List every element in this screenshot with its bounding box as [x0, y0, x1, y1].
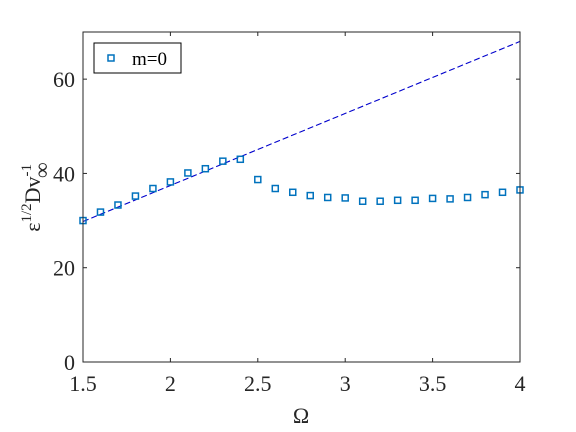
x-tick-label: 3 — [340, 371, 351, 396]
x-tick-label: 3.5 — [419, 371, 447, 396]
y-axis-ticks: 0 20 40 60 — [53, 67, 520, 375]
data-point — [201, 164, 210, 173]
plot-frame — [82, 31, 521, 363]
data-point — [481, 190, 489, 199]
data-point — [271, 184, 280, 193]
data-point — [428, 194, 437, 203]
data-point — [498, 188, 507, 197]
data-points-layer — [79, 155, 524, 225]
data-point — [323, 193, 332, 202]
data-point — [254, 175, 262, 184]
data-point — [166, 178, 175, 186]
x-axis-ticks: 1.5 2 2.5 3 3.5 4 — [69, 32, 526, 396]
reference-line — [82, 40, 521, 223]
legend-marker — [107, 54, 115, 62]
x-tick-label: 4 — [515, 371, 526, 396]
data-point — [358, 197, 367, 205]
y-tick-label: 60 — [53, 67, 75, 92]
x-axis-title: Ω — [293, 403, 309, 428]
data-point — [393, 196, 402, 205]
x-tick-label: 2 — [165, 371, 176, 396]
y-axis-title: ε1/2Dv-1∞ — [19, 162, 54, 232]
data-point — [184, 169, 192, 177]
y-axis-title-main-sub: ∞ — [29, 162, 54, 178]
legend-label: m=0 — [132, 49, 167, 70]
data-point — [131, 192, 140, 200]
data-point — [376, 197, 384, 205]
y-tick-label: 40 — [53, 161, 75, 186]
y-axis-title-main: Dv — [20, 176, 45, 203]
data-point — [289, 188, 297, 197]
data-point — [219, 157, 227, 165]
data-point — [446, 195, 454, 203]
y-axis-title-main-sup: -1 — [19, 164, 35, 177]
data-point — [149, 184, 157, 193]
data-point — [463, 193, 472, 202]
y-tick-label: 20 — [53, 256, 75, 281]
data-point — [411, 196, 419, 205]
data-point — [236, 155, 245, 164]
x-tick-label: 2.5 — [244, 371, 272, 396]
legend: m=0 — [93, 42, 182, 74]
data-point — [114, 201, 122, 209]
data-point — [306, 191, 314, 200]
data-point — [96, 208, 105, 216]
data-point — [341, 194, 349, 202]
x-tick-label: 1.5 — [69, 371, 97, 396]
reference-line-layer — [82, 40, 521, 223]
y-tick-label: 0 — [64, 350, 75, 375]
y-axis-title-prefix-sup: 1/2 — [19, 203, 35, 222]
plot-area — [83, 32, 520, 362]
y-axis-title-prefix: ε — [20, 223, 45, 232]
